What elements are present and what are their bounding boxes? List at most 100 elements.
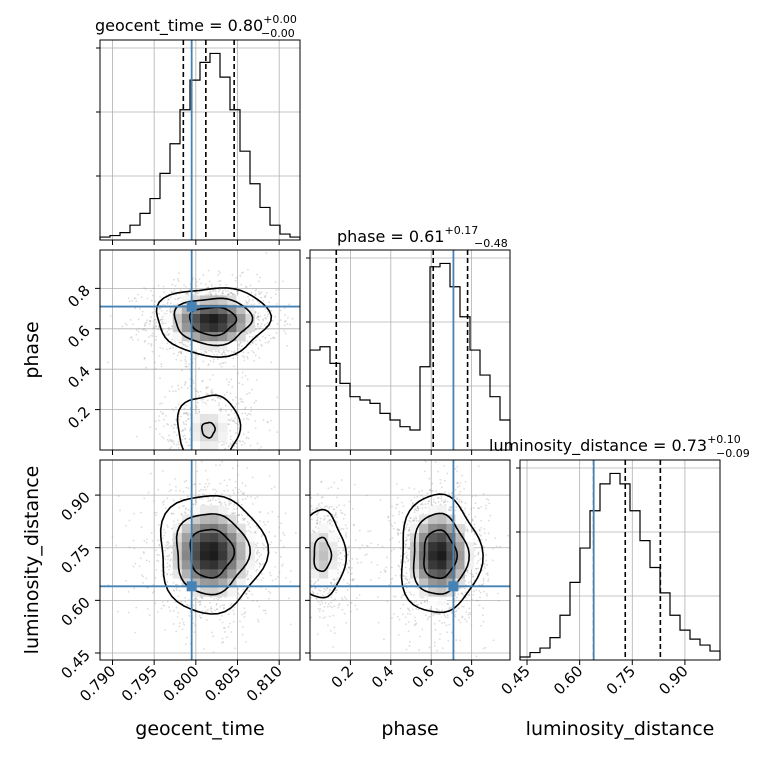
sample-point [173, 423, 176, 426]
sample-point [167, 326, 170, 329]
sample-point [138, 307, 141, 310]
sample-point [472, 575, 474, 578]
sample-point [241, 503, 243, 506]
sample-point [258, 605, 261, 608]
sample-point [182, 435, 185, 438]
sample-point [459, 621, 462, 624]
sample-point [468, 611, 471, 614]
sample-point [242, 519, 245, 521]
sample-point [229, 429, 231, 432]
sample-point [413, 517, 415, 520]
sample-point [157, 488, 160, 491]
sample-point [251, 593, 253, 596]
sample-point [220, 478, 222, 480]
sample-point [446, 603, 449, 606]
sample-point [230, 603, 233, 605]
sample-point [140, 526, 143, 529]
sample-point [184, 344, 187, 347]
sample-point [175, 443, 178, 446]
sample-point [264, 317, 267, 319]
sample-point [251, 350, 254, 352]
sample-point [188, 615, 191, 617]
sample-point [229, 435, 232, 438]
density-cell [218, 422, 228, 433]
sample-point [154, 322, 156, 325]
sample-point [404, 543, 407, 546]
sample-point [195, 389, 197, 392]
sample-point [237, 491, 240, 494]
sample-point [264, 308, 267, 310]
density-cell [200, 313, 210, 324]
sample-point [176, 451, 178, 453]
sample-point [418, 649, 421, 652]
sample-point [245, 393, 248, 396]
sample-point [167, 298, 170, 301]
sample-point [260, 296, 263, 299]
sample-point [256, 273, 258, 276]
sample-point [184, 643, 187, 646]
sample-point [472, 507, 475, 509]
sample-point [172, 440, 175, 443]
sample-point [495, 545, 498, 548]
sample-point [189, 378, 192, 381]
sample-point [157, 419, 160, 422]
sample-point [473, 579, 476, 582]
sample-point [233, 647, 236, 650]
sample-point [150, 289, 153, 292]
sample-point [121, 325, 124, 328]
sample-point [499, 545, 502, 548]
sample-point [405, 623, 407, 626]
sample-point [247, 463, 249, 465]
sample-point [158, 312, 160, 315]
sample-point [169, 310, 171, 313]
sample-point [397, 529, 400, 532]
sample-point [442, 501, 445, 504]
sample-point [243, 615, 246, 618]
sample-point [206, 609, 209, 611]
sample-point [396, 503, 399, 506]
sample-point [257, 280, 260, 283]
sample-point [422, 496, 425, 499]
sample-point [492, 639, 495, 642]
sample-point [405, 572, 408, 575]
sample-point [198, 411, 201, 413]
sample-point [239, 456, 241, 458]
sample-point [446, 614, 449, 617]
sample-point [450, 509, 453, 512]
sample-point [256, 496, 259, 498]
density-cell [200, 569, 210, 579]
sample-point [178, 625, 181, 628]
sample-point [257, 318, 260, 321]
sample-point [477, 551, 480, 554]
sample-point [207, 386, 209, 389]
density-cell [236, 295, 246, 305]
sample-point [241, 355, 244, 357]
sample-point [467, 569, 469, 572]
sample-point [169, 296, 172, 299]
sample-point [482, 582, 485, 585]
histogram-bin [460, 317, 470, 450]
sample-point [142, 551, 145, 553]
sample-point [167, 334, 170, 336]
sample-point [474, 555, 476, 557]
sample-point [171, 283, 174, 286]
sample-point [168, 554, 171, 556]
sample-point [187, 365, 189, 368]
sample-point [257, 323, 259, 325]
density-cell [200, 532, 210, 543]
sample-point [143, 539, 146, 542]
sample-point [180, 512, 183, 515]
sample-point [233, 503, 236, 506]
sample-point [256, 558, 259, 561]
sample-point [451, 612, 453, 614]
sample-point [256, 379, 258, 381]
density-cell [200, 523, 210, 534]
sample-point [228, 478, 231, 481]
sample-point [233, 365, 235, 368]
sample-point [422, 512, 424, 515]
sample-point [240, 444, 243, 446]
sample-point [244, 592, 247, 595]
sample-point [162, 528, 165, 531]
sample-point [278, 288, 280, 291]
density-cell [236, 578, 246, 588]
